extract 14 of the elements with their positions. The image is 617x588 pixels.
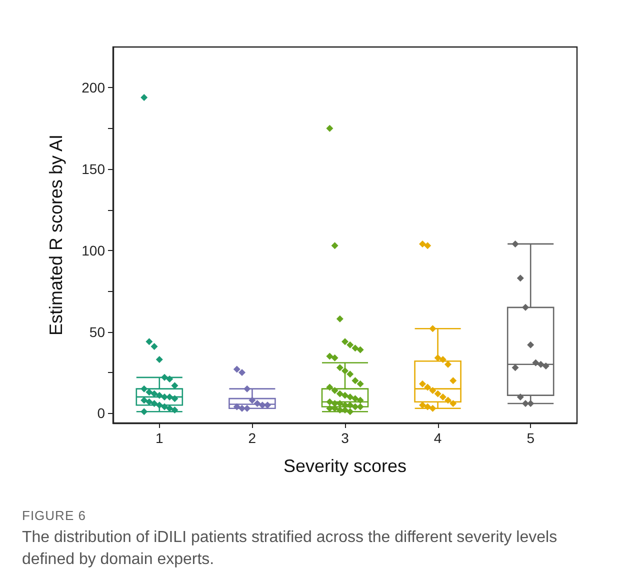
text: The distribution of iDILI patients stratified across the different severity levels defined by domain experts. — [22, 528, 558, 570]
x-axis-title: Severity scores — [283, 456, 407, 476]
y-tick-label: 50 — [89, 324, 106, 340]
x-tick-label: 3 — [341, 430, 350, 446]
x-tick-label: 4 — [434, 430, 442, 446]
x-tick-label: 5 — [526, 430, 535, 446]
y-tick-label: 0 — [97, 405, 106, 422]
y-axis-title: Estimated R scores by AI — [46, 134, 66, 336]
y-tick-label: 150 — [82, 161, 106, 178]
x-tick-label: 2 — [248, 430, 256, 446]
y-tick-label: 200 — [82, 80, 106, 96]
caption: FIGURE 6 — [22, 508, 87, 523]
x-tick-label: 1 — [156, 430, 164, 446]
y-tick-label: 100 — [82, 242, 106, 258]
